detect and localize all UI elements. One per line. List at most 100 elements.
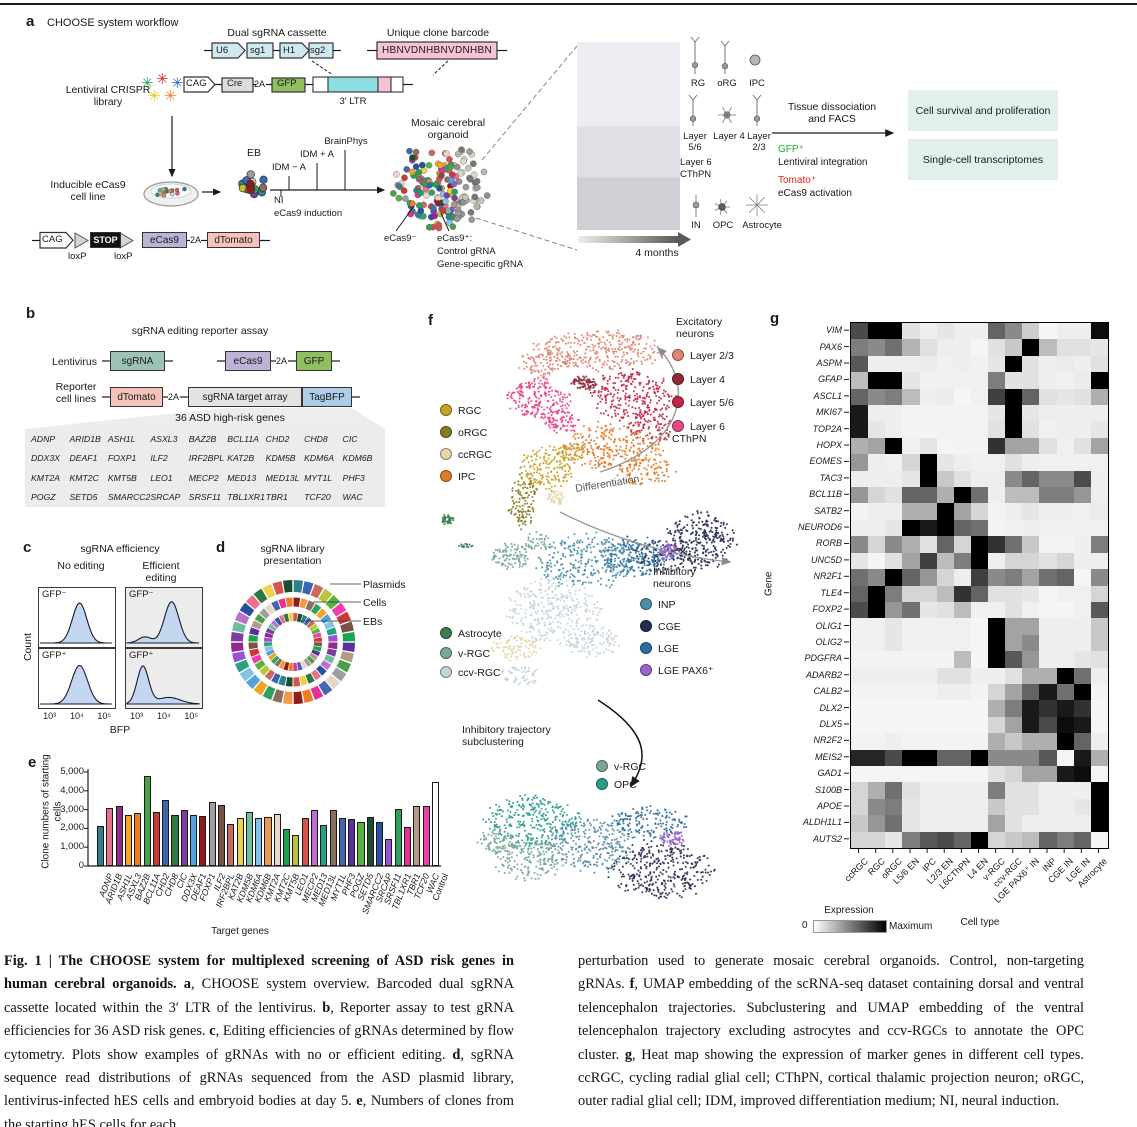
heatmap-cell	[953, 421, 971, 438]
heatmap-cell	[851, 421, 869, 438]
loxp1-label: loxP	[68, 251, 87, 262]
heatmap-cell	[988, 765, 1006, 783]
heatmap-cell	[1073, 487, 1091, 504]
top-rule	[0, 3, 1137, 5]
heatmap-cell	[936, 601, 954, 619]
inhibitory-title: Inhibitory neurons	[653, 566, 696, 591]
heatmap-cell	[1005, 569, 1023, 586]
heatmap-cell	[1056, 536, 1074, 553]
heatmap-cell	[902, 569, 920, 586]
heatmap-gene-label: ASCL1	[813, 390, 842, 401]
bar	[143, 775, 151, 866]
heatmap-cell	[919, 749, 937, 766]
heatmap-cell	[1022, 815, 1040, 832]
ecas9-neg-label: eCas9⁻	[384, 233, 417, 244]
glia-legend-item-dot	[440, 627, 452, 639]
glia-legend-item: v-RGC	[440, 646, 490, 660]
heatmap-cell	[1005, 585, 1023, 602]
excitatory-legend-item-dot	[672, 372, 684, 385]
heatmap-cell	[1056, 700, 1074, 717]
progenitor-legend-item-label: oRGC	[458, 427, 488, 439]
heatmap-cell	[936, 388, 954, 406]
heatmap-cell	[953, 831, 971, 848]
heatmap-cell	[1090, 519, 1108, 537]
ltr-label: 3′ LTR	[339, 96, 367, 107]
progenitor-legend-item-label: ccRGC	[458, 449, 492, 461]
heatmap-cell	[970, 585, 989, 602]
heatmap-cell	[988, 503, 1006, 520]
heatmap-cell	[851, 569, 869, 586]
heatmap-cell	[970, 372, 989, 389]
heatmap-gene-label: AUTS2	[812, 833, 842, 844]
heatmap-cell	[988, 454, 1006, 471]
heatmap-cell	[1005, 651, 1023, 668]
heatmap-cell	[851, 651, 869, 668]
heatmap-cell	[1022, 765, 1040, 783]
barcode-seq: HBNVDNHBNVDNHBN	[381, 45, 493, 56]
heatmap-cell	[1039, 815, 1057, 832]
heatmap-cell	[953, 339, 971, 356]
heatmap-cell	[953, 519, 971, 537]
astrocyte-label: Astrocyte	[742, 220, 782, 231]
heatmap-cell	[919, 421, 937, 438]
heatmap-cell	[936, 765, 954, 783]
heatmap-cell	[1090, 470, 1108, 488]
ipc-label: IPC	[749, 78, 765, 89]
heatmap-cell	[970, 618, 989, 635]
heatmap-cell	[1090, 733, 1108, 750]
heatmap-cell	[868, 765, 886, 783]
bar	[190, 814, 198, 866]
ring-label-plasmids: Plasmids	[363, 579, 406, 591]
asd-gene: BAZ2B	[188, 434, 217, 444]
heatmap-cell	[919, 815, 937, 832]
flow-plot: GFP⁺	[38, 648, 116, 709]
heatmap-cell	[953, 651, 971, 668]
heatmap-cell	[868, 651, 886, 668]
heatmap-cell	[902, 634, 920, 652]
heatmap-cell	[851, 765, 869, 783]
heatmap-cell	[1022, 503, 1040, 520]
heatmap-gene-label: UNC5D	[810, 554, 842, 565]
excitatory-legend-item-label: Layer 2/3	[690, 350, 734, 362]
heatmap-cell	[1039, 552, 1057, 570]
marker-heatmap	[850, 322, 1109, 849]
heatmap-cell	[851, 323, 869, 340]
heatmap-cell	[953, 536, 971, 553]
cassette-sg1: sg1	[250, 45, 266, 56]
asd-gene: LEO1	[150, 472, 173, 483]
heatmap-cell	[868, 355, 886, 373]
heatmap-gene-label: ADARB2	[805, 669, 842, 680]
heatmap-cell	[919, 552, 937, 570]
heatmap-cell	[936, 831, 954, 848]
heatmap-cell	[1056, 798, 1074, 816]
heatmap-cell	[1090, 782, 1108, 799]
bar	[431, 781, 439, 866]
heatmap-cell	[868, 487, 886, 504]
heatmap-cell	[970, 503, 989, 520]
heatmap-cell	[953, 683, 971, 701]
layer23-label: Layer 2/3	[747, 131, 771, 153]
heatmap-cell	[1056, 831, 1074, 848]
heatmap-cell	[1056, 733, 1074, 750]
asd-gene: ASH1L	[107, 434, 136, 444]
heatmap-cell	[851, 700, 869, 717]
heatmap-gene-label: SATB2	[814, 505, 842, 516]
heatmap-cell	[902, 601, 920, 619]
eb-label: EB	[246, 147, 261, 159]
heatmap-cell	[885, 831, 903, 848]
heatmap-cell	[1005, 749, 1023, 766]
heatmap-gene-label: MEIS2	[814, 751, 842, 762]
heatmap-cell	[851, 552, 869, 570]
heatmap-cell	[1090, 749, 1108, 766]
bar	[106, 808, 114, 866]
heatmap-cell	[902, 651, 920, 668]
heatmap-cell	[936, 683, 954, 701]
heatmap-cell	[1073, 765, 1091, 783]
heatmap-cell	[885, 798, 903, 816]
cassette-label: Dual sgRNA cassette	[227, 27, 327, 39]
facs-label: Tissue dissociation and FACS	[787, 101, 877, 126]
glia-legend-item-label: Astrocyte	[458, 628, 502, 640]
heatmap-cell	[868, 323, 886, 340]
heatmap-cell	[1073, 651, 1091, 668]
heatmap-cell	[851, 585, 869, 602]
